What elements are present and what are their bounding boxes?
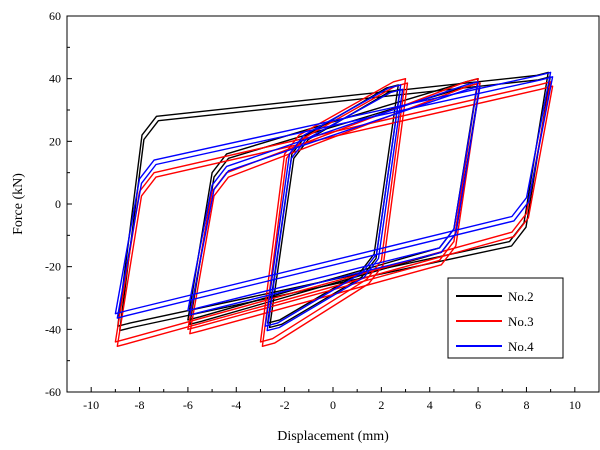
x-tick-label: -4 [231,398,241,412]
y-tick-label: -20 [45,260,61,274]
x-tick-label: 8 [523,398,529,412]
x-tick-label: -2 [280,398,290,412]
hysteresis-loop [266,88,404,332]
y-tick-label: 0 [55,197,61,211]
x-tick-label: -8 [135,398,145,412]
legend-label: No.2 [508,289,534,304]
hysteresis-loop [189,85,481,316]
series-no-4 [114,71,554,332]
hysteresis-loop [259,78,407,343]
hysteresis-loop [187,81,479,312]
y-tick-label: -60 [45,385,61,399]
x-tick-label: 0 [330,398,336,412]
x-tick-label: -6 [183,398,193,412]
x-tick-label: 10 [569,398,581,412]
series-layer [114,71,554,347]
y-tick-label: -40 [45,322,61,336]
hysteresis-loop [189,82,481,335]
y-tick-label: 60 [49,9,61,23]
x-tick-label: 4 [427,398,433,412]
legend-label: No.3 [508,314,534,329]
y-axis-title: Force (kN) [11,173,26,235]
x-tick-label: -10 [83,398,99,412]
hysteresis-loop [114,71,552,315]
hysteresis-loop [114,81,552,343]
x-tick-label: 2 [378,398,384,412]
x-tick-label: 6 [475,398,481,412]
hysteresis-loop [116,85,554,347]
hysteresis-loop [116,76,554,319]
x-axis-title: Displacement (mm) [277,429,389,444]
legend-label: No.4 [508,339,534,354]
hysteresis-loop [264,84,402,327]
legend: No.2 No.3 No.4 [447,277,564,359]
legend-box [447,277,564,359]
y-tick-label: 40 [49,72,61,86]
series-no-2 [117,71,551,332]
y-tick-label: 20 [49,134,61,148]
